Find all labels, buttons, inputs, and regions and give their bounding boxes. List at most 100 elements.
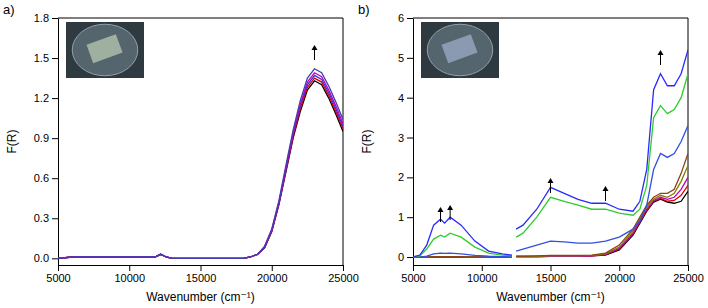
x-tick: 10000 bbox=[114, 265, 145, 284]
y-tick: 2 bbox=[398, 171, 413, 183]
panel-label: b) bbox=[358, 2, 370, 17]
x-tick: 20000 bbox=[257, 265, 288, 284]
arrow-head bbox=[603, 186, 609, 191]
y-tick-mark bbox=[52, 218, 58, 219]
y-tick-mark bbox=[52, 18, 58, 19]
y-tick: 0.3 bbox=[34, 212, 58, 224]
x-tick-label: 25000 bbox=[328, 272, 359, 284]
spectrum-line bbox=[413, 185, 688, 257]
y-tick-mark bbox=[52, 98, 58, 99]
inset-background bbox=[421, 22, 499, 78]
x-tick-label: 25000 bbox=[673, 272, 704, 284]
y-tick-mark bbox=[407, 138, 413, 139]
x-tick-label: 15000 bbox=[186, 272, 217, 284]
x-tick: 10000 bbox=[467, 265, 498, 284]
y-tick-mark bbox=[407, 217, 413, 218]
y-tick-label: 5 bbox=[398, 52, 404, 64]
y-tick-label: 4 bbox=[398, 92, 404, 104]
y-tick: 5 bbox=[398, 52, 413, 64]
y-axis: 0.0 0.3 0.6 0.9 1.2 1.5 1.8 bbox=[34, 12, 59, 265]
y-tick: 1.5 bbox=[34, 52, 58, 64]
arrow-shaft bbox=[450, 209, 451, 220]
y-tick: 4 bbox=[398, 92, 413, 104]
y-tick: 1.2 bbox=[34, 92, 58, 104]
x-tick: 15000 bbox=[536, 265, 567, 284]
spectrum-line bbox=[58, 69, 343, 259]
x-tick-mark bbox=[272, 265, 273, 271]
y-tick-label: 0.3 bbox=[34, 212, 49, 224]
inset-sample bbox=[87, 34, 123, 63]
inset-lens bbox=[72, 24, 138, 76]
spectrum-line bbox=[413, 177, 688, 257]
y-axis-line bbox=[58, 19, 59, 266]
y-tick: 0.6 bbox=[34, 172, 58, 184]
spectrum-line bbox=[413, 50, 688, 257]
x-tick-mark bbox=[58, 265, 59, 271]
y-tick-mark bbox=[407, 18, 413, 19]
frame bbox=[688, 18, 689, 265]
y-tick: 6 bbox=[398, 12, 413, 24]
frame bbox=[343, 18, 344, 265]
inset-photo bbox=[66, 22, 144, 78]
x-axis: 5000 10000 15000 20000 25000 bbox=[46, 265, 359, 284]
arrows bbox=[438, 50, 664, 222]
x-tick-label: 15000 bbox=[536, 272, 567, 284]
y-tick-label: 1.8 bbox=[34, 12, 49, 24]
y-tick-mark bbox=[52, 58, 58, 59]
spectrum-line bbox=[413, 126, 688, 257]
arrow-shaft bbox=[605, 190, 606, 201]
y-tick-mark bbox=[52, 138, 58, 139]
arrow-shaft bbox=[440, 211, 441, 222]
panel-label: a) bbox=[3, 2, 15, 17]
x-tick-mark bbox=[129, 265, 130, 271]
panel: 5000 10000 15000 20000 25000 0.0 0.3 0.6 0.9 1.2 1… bbox=[3, 2, 359, 304]
inset-background bbox=[66, 22, 144, 78]
spectrum-line bbox=[413, 191, 688, 257]
x-tick-mark bbox=[413, 265, 414, 271]
x-tick-mark bbox=[201, 265, 202, 271]
x-tick-mark bbox=[551, 265, 552, 271]
arrow-head bbox=[658, 50, 664, 55]
x-tick-mark bbox=[688, 265, 689, 271]
inset-sample bbox=[442, 34, 478, 63]
plot-area bbox=[413, 50, 688, 257]
frame bbox=[413, 18, 688, 19]
y-tick: 1.8 bbox=[34, 12, 58, 24]
y-tick-label: 0.0 bbox=[34, 252, 49, 264]
y-tick-mark bbox=[407, 58, 413, 59]
x-tick-mark bbox=[343, 265, 344, 271]
x-tick-mark bbox=[619, 265, 620, 271]
x-tick: 5000 bbox=[46, 265, 70, 284]
x-tick-mark bbox=[482, 265, 483, 271]
x-tick: 25000 bbox=[328, 265, 359, 284]
y-tick-mark bbox=[407, 98, 413, 99]
arrow-shaft bbox=[550, 182, 551, 193]
y-tick-label: 1.5 bbox=[34, 52, 49, 64]
y-tick-label: 0.9 bbox=[34, 132, 49, 144]
arrow-shaft bbox=[314, 49, 315, 60]
figure: 5000100001500020000250000.00.30.60.91.21… bbox=[0, 0, 708, 308]
arrow-shaft bbox=[660, 54, 661, 65]
x-axis-title: Wavenumber (cm⁻¹) bbox=[496, 290, 605, 304]
plot-area bbox=[58, 69, 343, 259]
x-tick-label: 20000 bbox=[257, 272, 288, 284]
arrow-head bbox=[447, 205, 453, 210]
panel: 5000 10000 15000 20000 25000 0 1 2 3 4 5 6 b) Wavenum… bbox=[358, 2, 704, 304]
x-tick-label: 5000 bbox=[401, 272, 425, 284]
x-axis-title: Wavenumber (cm⁻¹) bbox=[146, 290, 255, 304]
y-axis-title: F(R) bbox=[5, 130, 19, 154]
inset-lens bbox=[427, 24, 493, 76]
x-tick-label: 20000 bbox=[604, 272, 635, 284]
arrow-head bbox=[548, 178, 554, 183]
y-tick: 1 bbox=[398, 211, 413, 223]
y-tick-label: 0.6 bbox=[34, 172, 49, 184]
x-tick: 15000 bbox=[186, 265, 217, 284]
y-tick-label: 0 bbox=[398, 251, 404, 263]
arrows bbox=[312, 45, 318, 60]
x-tick: 20000 bbox=[604, 265, 635, 284]
y-tick-label: 1 bbox=[398, 211, 404, 223]
y-axis-line bbox=[413, 19, 414, 266]
y-axis-title: F(R) bbox=[360, 130, 374, 154]
y-tick-label: 3 bbox=[398, 132, 404, 144]
y-tick-mark bbox=[52, 258, 58, 259]
